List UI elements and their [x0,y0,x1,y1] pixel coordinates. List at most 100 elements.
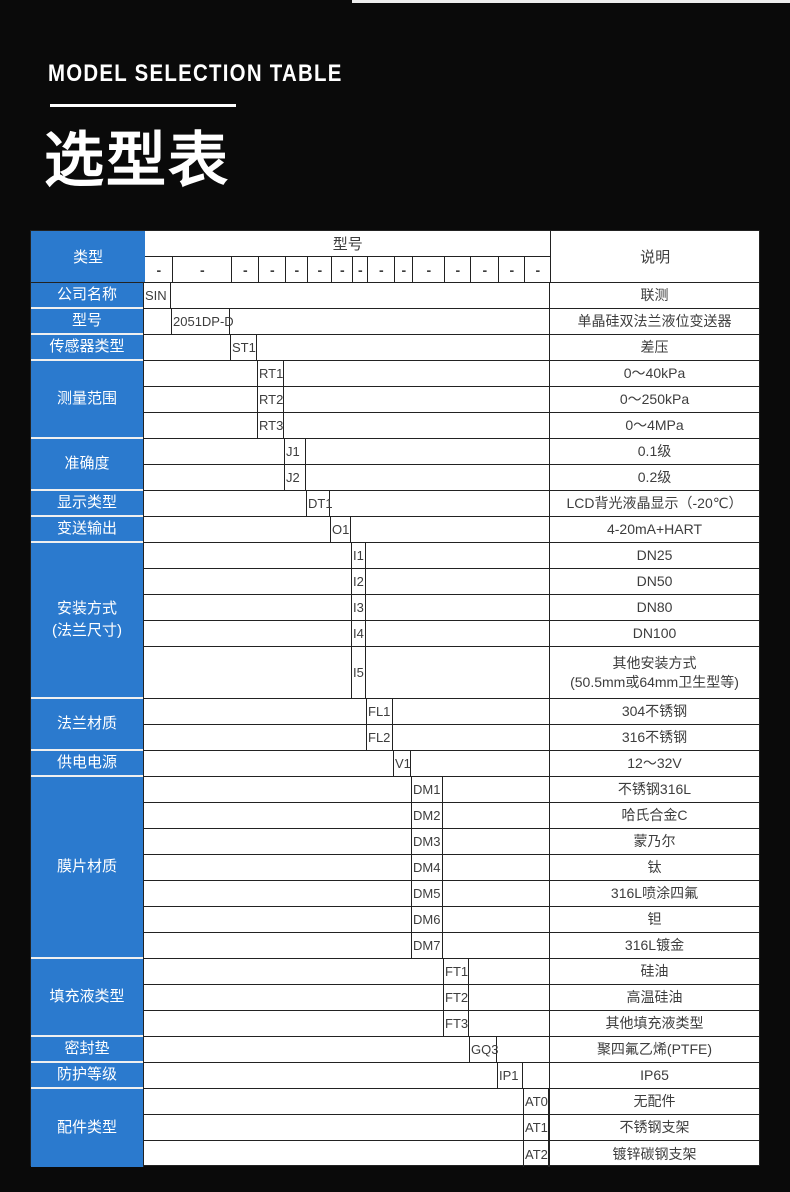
description-cell: DN50 [549,569,759,594]
empty-cell [144,1141,523,1167]
empty-cell [144,985,443,1010]
empty-cell [469,1011,549,1036]
empty-cell [144,543,351,568]
empty-cell [351,517,549,542]
empty-cell [144,439,284,464]
table-row: I5 其他安装方式 (50.5mm或64mm卫生型等) [144,647,759,699]
page-title-en: MODEL SELECTION TABLE [48,60,343,87]
empty-cell [230,309,549,334]
description-cell: 316不锈钢 [549,725,759,750]
empty-cell [144,361,257,386]
empty-cell [144,751,393,776]
table-row: DT1 LCD背光液晶显示（-20℃） [144,491,759,517]
table-row: RT1 0～40kPa [144,361,759,387]
header-model-block: 型号 --------------- [145,231,551,282]
table-row: V1 12～32V [144,751,759,777]
empty-cell [306,439,549,464]
empty-cell [257,335,549,360]
title-underline [50,104,236,107]
empty-cell [144,517,330,542]
category-label: 密封垫 [31,1037,143,1063]
model-code-cell: V1 [393,751,411,776]
model-code-cell: DM5 [411,881,443,906]
empty-cell [366,621,549,646]
table-row: J2 0.2级 [144,465,759,491]
table-body: 公司名称 型号 传感器类型 测量范围 准确度 显示类型 变送输出 安装方式 (法兰尺寸) 法兰材… [31,283,759,1167]
dash-cell: - [367,257,394,282]
description-cell: 12～32V [549,751,759,776]
table-row: J1 0.1级 [144,439,759,465]
rows-area: SIN 联测 2051DP-D 单晶硅双法兰液位变送器 ST1 差压 RT1 0～40kPa R… [144,283,759,1167]
table-row: FL2 316不锈钢 [144,725,759,751]
model-code-cell: RT2 [257,387,284,412]
model-code-cell: ST1 [230,335,257,360]
model-code-cell: SIN [144,283,171,308]
description-cell: 哈氏合金C [549,803,759,828]
table-row: DM6 钽 [144,907,759,933]
empty-cell [144,595,351,620]
empty-cell [144,413,257,438]
table-row: FT2 高温硅油 [144,985,759,1011]
empty-cell [144,1089,523,1114]
table-row: FT3 其他填充液类型 [144,1011,759,1037]
description-cell: 316L喷涂四氟 [549,881,759,906]
empty-cell [144,725,366,750]
model-code-cell: I4 [351,621,366,646]
empty-cell [144,335,230,360]
header-model-cell: 型号 [332,236,363,254]
model-code-cell: AT0 [523,1089,549,1114]
description-cell: IP65 [549,1063,759,1088]
empty-cell [144,569,351,594]
description-cell: 单晶硅双法兰液位变送器 [549,309,759,334]
empty-cell [469,959,549,984]
table-row: I3 DN80 [144,595,759,621]
model-code-cell: I1 [351,543,366,568]
empty-cell [144,309,171,334]
empty-cell [284,413,549,438]
description-cell: 0.2级 [549,465,759,490]
model-code-cell: GQ3 [469,1037,498,1062]
empty-cell [284,361,549,386]
table-row: AT1 不锈钢支架 [144,1115,759,1141]
model-code-cell: I5 [351,647,366,698]
description-cell: 316L镀金 [549,933,759,958]
description-cell: 其他填充液类型 [549,1011,759,1036]
empty-cell [144,1115,523,1140]
empty-cell [144,387,257,412]
empty-cell [144,621,351,646]
table-row: I2 DN50 [144,569,759,595]
empty-cell [393,725,549,750]
category-label: 变送输出 [31,517,143,543]
description-cell: 304不锈钢 [549,699,759,724]
empty-cell [144,959,443,984]
table-row: AT2 镀锌碳钢支架 [144,1141,759,1167]
empty-cell [469,985,549,1010]
empty-cell [443,855,549,880]
empty-cell [366,543,549,568]
dash-cell: - [231,257,258,282]
header-type-cell: 类型 [31,231,146,282]
description-cell: 0～4MPa [549,413,759,438]
empty-cell [443,803,549,828]
description-cell: LCD背光液晶显示（-20℃） [549,491,759,516]
description-cell: 蒙乃尔 [549,829,759,854]
description-cell: 0～250kPa [549,387,759,412]
model-code-cell: RT1 [257,361,284,386]
empty-cell [171,283,549,308]
table-header-row: 类型 型号 --------------- 说明 [31,231,759,283]
model-code-cell: O1 [330,517,351,542]
dash-cell: - [285,257,307,282]
empty-cell [366,569,549,594]
model-code-cell: DM6 [411,907,443,932]
category-label: 准确度 [31,439,143,491]
description-cell: 聚四氟乙烯(PTFE) [549,1037,759,1062]
model-code-cell: IP1 [497,1063,523,1088]
empty-cell [144,829,411,854]
empty-cell [366,595,549,620]
table-row: RT3 0～4MPa [144,413,759,439]
empty-cell [443,777,549,802]
model-code-cell: J1 [284,439,306,464]
model-code-cell: FT3 [443,1011,469,1036]
description-cell: 钽 [549,907,759,932]
table-row: ST1 差压 [144,335,759,361]
